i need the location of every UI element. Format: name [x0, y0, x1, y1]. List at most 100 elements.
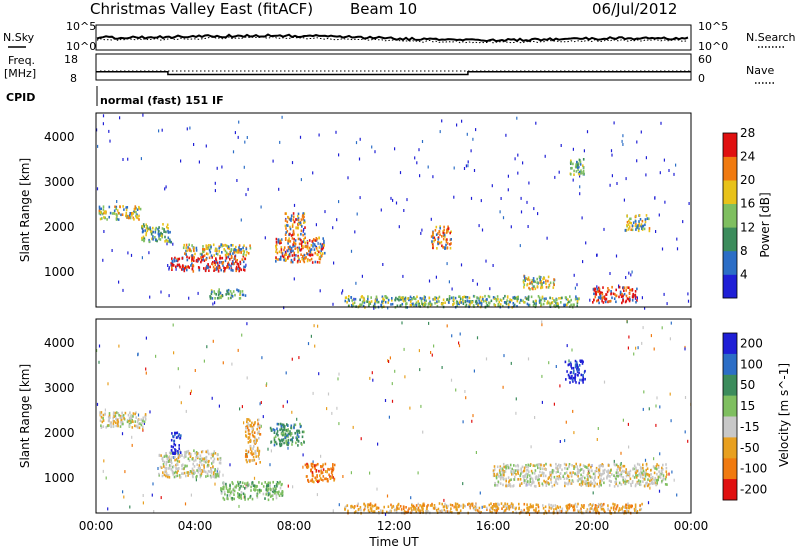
- velocity-cell: [505, 484, 507, 488]
- velocity-cell: [544, 509, 547, 513]
- velocity-cell: [193, 472, 195, 475]
- power-cell: [635, 295, 637, 299]
- velocity-cell: [507, 466, 510, 469]
- power-cell: [143, 225, 145, 228]
- velocity-cell: [209, 470, 211, 473]
- power-cell: [288, 237, 290, 240]
- power-cell: [183, 267, 185, 271]
- velocity-cell: [528, 483, 530, 486]
- velocity-cell: [649, 479, 651, 483]
- xtick-2400: 00:00: [674, 519, 709, 533]
- velocity-cell: [538, 509, 540, 513]
- power-cell: [582, 158, 585, 161]
- power-cell: [129, 214, 131, 217]
- velocity-cell: [512, 484, 515, 487]
- velocity-cell: [356, 504, 359, 508]
- velocity-cell: [541, 471, 544, 474]
- velocity-echo: [171, 470, 173, 474]
- power-echo: [299, 135, 302, 139]
- velocity-cell: [253, 458, 256, 462]
- power-cell: [412, 302, 414, 306]
- power-ytick-1000: 1000: [44, 265, 75, 279]
- velocity-cell: [170, 468, 172, 471]
- power-cell: [217, 270, 220, 273]
- velocity-echo: [324, 470, 327, 473]
- power-cell: [102, 208, 105, 211]
- velocity-cell: [241, 481, 244, 485]
- power-cell: [528, 303, 531, 307]
- velocity-cell: [257, 425, 260, 428]
- power-cell: [289, 227, 292, 231]
- velocity-echo: [633, 352, 635, 356]
- power-echo: [615, 254, 618, 258]
- velocity-echo: [313, 324, 315, 328]
- power-cell: [636, 226, 639, 229]
- power-cell: [297, 259, 299, 263]
- velocity-cell: [528, 470, 530, 473]
- velocity-echo: [342, 475, 344, 478]
- velocity-cell: [293, 423, 296, 427]
- power-cell: [415, 301, 418, 304]
- velocity-echo: [190, 389, 192, 393]
- power-cell: [299, 260, 301, 263]
- velocity-cell: [121, 421, 124, 424]
- power-cell: [290, 214, 293, 217]
- velocity-cell: [246, 460, 248, 464]
- velocity-echo: [298, 356, 300, 360]
- velocity-echo: [372, 378, 374, 382]
- power-cell: [297, 254, 299, 258]
- velocity-cell: [632, 467, 634, 471]
- velocity-echo: [145, 371, 147, 375]
- velocity-cell: [165, 474, 167, 478]
- power-cell: [446, 242, 449, 245]
- velocity-cell: [503, 509, 506, 513]
- power-cell: [234, 293, 236, 297]
- power-cell: [577, 297, 580, 301]
- velocity-cell: [327, 467, 329, 471]
- power-cell: [297, 233, 299, 237]
- power-cell: [303, 257, 305, 261]
- velocity-cell: [520, 511, 522, 514]
- velocity-echo: [239, 407, 241, 411]
- power-cell: [645, 214, 648, 217]
- velocity-echo: [98, 360, 100, 364]
- velocity-cell: [174, 431, 176, 435]
- velocity-cell: [247, 418, 250, 421]
- velocity-cell: [578, 381, 580, 385]
- velocity-cell: [537, 503, 539, 507]
- power-cell: [138, 207, 140, 210]
- velocity-cell: [108, 412, 111, 415]
- velocity-cell: [306, 462, 308, 466]
- velocity-cell: [618, 481, 621, 485]
- velocity-cell: [182, 472, 184, 475]
- velocity-cell: [578, 368, 580, 371]
- power-cell: [610, 292, 612, 296]
- velocity-cell: [205, 456, 207, 460]
- power-cell: [154, 236, 156, 239]
- power-cell: [553, 283, 555, 287]
- velocity-cell: [518, 502, 520, 506]
- velocity-cell: [523, 508, 525, 512]
- velocity-cell: [178, 474, 181, 477]
- power-cell: [527, 278, 529, 281]
- velocity-echo: [428, 321, 430, 325]
- velocity-cell: [601, 473, 603, 476]
- velocity-cell: [643, 477, 646, 481]
- velocity-cell: [576, 479, 579, 482]
- velocity-cell: [129, 419, 131, 422]
- velocity-cell: [548, 506, 551, 509]
- velocity-cell: [165, 452, 167, 455]
- station-title: Christmas Valley East (fitACF): [90, 0, 313, 18]
- power-cell: [383, 298, 385, 302]
- power-cell: [515, 297, 518, 300]
- velocity-cell: [501, 469, 503, 473]
- power-echo: [374, 150, 376, 154]
- velocity-cell: [258, 436, 260, 440]
- power-cell: [214, 263, 217, 266]
- velocity-cell: [622, 476, 625, 479]
- power-cell: [316, 260, 319, 264]
- velocity-cell: [517, 478, 520, 481]
- velocity-cell: [460, 504, 462, 508]
- power-cell: [523, 279, 526, 282]
- velocity-cell: [588, 474, 591, 478]
